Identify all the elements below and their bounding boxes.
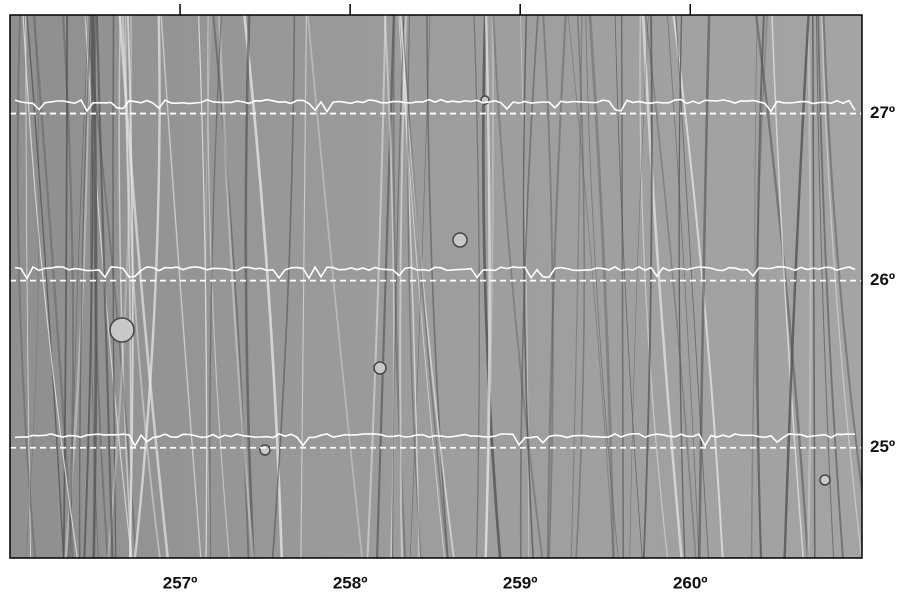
crater	[110, 318, 134, 342]
crater	[820, 475, 830, 485]
longitude-label: 260º	[673, 573, 708, 592]
longitude-label: 258º	[333, 573, 368, 592]
crater	[453, 233, 467, 247]
latitude-label: 26º	[870, 270, 895, 289]
latitude-label: 25º	[870, 437, 895, 456]
longitude-label: 257º	[163, 573, 198, 592]
crater	[374, 362, 386, 374]
map-figure: 25º 26º 27º 257º 258º 259º 260º	[0, 0, 908, 600]
longitude-label: 259º	[503, 573, 538, 592]
latitude-label: 27º	[870, 103, 895, 122]
crater	[260, 445, 270, 455]
